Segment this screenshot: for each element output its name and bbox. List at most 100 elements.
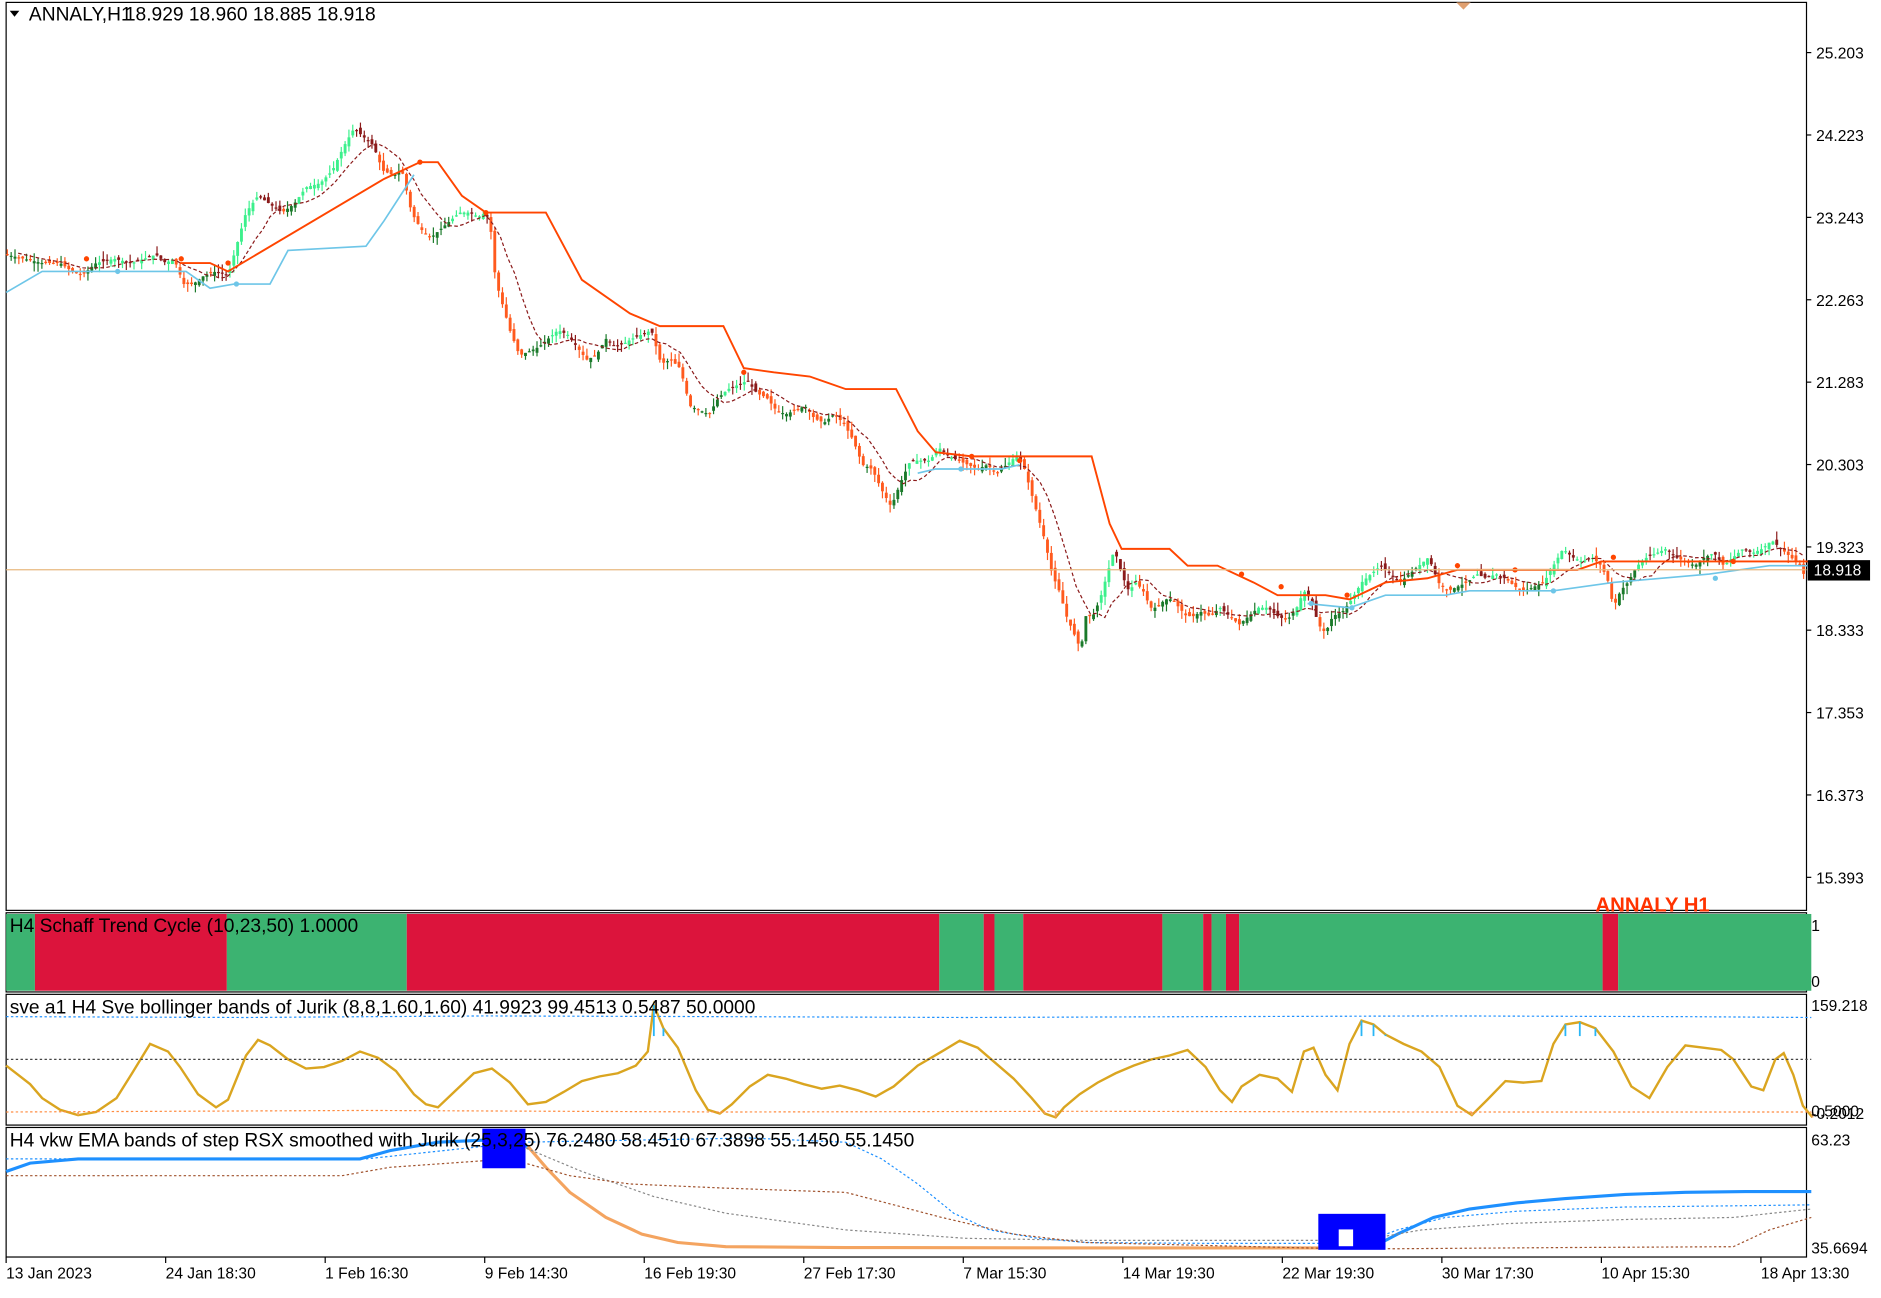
candle-body <box>1422 561 1426 566</box>
vkw-tick-label: 63.23 <box>1811 1132 1850 1149</box>
candle-body <box>1740 549 1744 551</box>
candle-body <box>1333 614 1337 620</box>
candle-body <box>339 151 343 159</box>
candle-body <box>124 261 128 263</box>
candle-body <box>428 236 431 238</box>
candle-body <box>919 460 923 462</box>
candle-body <box>343 144 347 154</box>
trend-state-segment <box>1211 913 1226 991</box>
candle-body <box>1479 571 1483 577</box>
candle-body <box>1725 562 1729 565</box>
candle-body <box>623 342 627 344</box>
candle-body <box>988 465 992 468</box>
candle-body <box>82 271 86 274</box>
candle-body <box>904 471 907 481</box>
x-tick-label: 9 Feb 14:30 <box>485 1266 568 1283</box>
candle-body <box>1468 580 1472 582</box>
candle-body <box>1030 480 1034 496</box>
sve-series-line <box>5 1000 1814 1119</box>
candle-body <box>213 271 217 276</box>
candle-body <box>881 482 884 492</box>
candle-body <box>1387 571 1391 574</box>
candle-body <box>1149 601 1153 608</box>
candle-body <box>1702 557 1706 560</box>
trend-state-segment <box>994 913 1024 991</box>
candle-body <box>493 230 497 273</box>
sve-bollinger-panel[interactable] <box>5 993 1808 1126</box>
signal-dot-red <box>1278 584 1284 590</box>
candle-body <box>55 261 59 264</box>
candle-body <box>155 253 159 256</box>
candle-body <box>297 197 301 204</box>
candle-body <box>1069 619 1072 626</box>
candle-body <box>842 422 846 425</box>
candle-body <box>1640 561 1644 566</box>
resistance-step-line <box>180 161 1812 601</box>
candle-body <box>355 130 359 132</box>
candle-body <box>639 335 643 339</box>
candle-body <box>328 173 332 175</box>
vkw-ema-panel[interactable] <box>5 1126 1808 1258</box>
candle-body <box>996 472 1000 474</box>
candle-body <box>1483 573 1487 578</box>
candle-body <box>1406 575 1410 577</box>
candle-body <box>570 337 573 340</box>
collapse-triangle-icon[interactable] <box>9 10 20 17</box>
candle-body <box>385 168 389 173</box>
candle-body <box>1756 550 1760 554</box>
candle-body <box>531 349 535 352</box>
candle-body <box>44 261 48 264</box>
candle-body <box>240 228 243 242</box>
candle-body <box>255 197 259 200</box>
candle-body <box>1207 612 1211 616</box>
signal-dot-blue <box>1712 575 1718 581</box>
candle-body <box>113 258 117 262</box>
candle-body <box>1042 525 1046 537</box>
candle-body <box>731 386 735 389</box>
x-tick-label: 30 Mar 17:30 <box>1442 1266 1534 1283</box>
candle-body <box>973 464 977 468</box>
candle-body <box>765 394 769 399</box>
candle-body <box>547 338 550 344</box>
candle-body <box>147 256 151 258</box>
candle-body <box>1080 641 1084 647</box>
candle-body <box>923 458 927 461</box>
candle-body <box>1076 631 1080 644</box>
candle-body <box>1452 588 1456 592</box>
candle-body <box>969 463 973 466</box>
y-tick-label: 21.283 <box>1816 375 1864 392</box>
candle-body <box>289 206 293 212</box>
candle-body <box>1314 600 1318 617</box>
candle-body <box>1345 605 1349 613</box>
candle-body <box>270 203 274 206</box>
candle-body <box>9 255 13 257</box>
main-price-panel[interactable] <box>5 1 1808 911</box>
signal-dot-red <box>178 256 184 262</box>
candle-body <box>1664 549 1667 551</box>
candle-body <box>1310 598 1314 604</box>
candle-body <box>1145 591 1149 601</box>
candle-body <box>1625 583 1629 586</box>
candle-body <box>1046 539 1049 553</box>
candle-body <box>293 202 297 208</box>
candle-body <box>263 197 266 201</box>
candle-body <box>1356 587 1360 594</box>
candle-body <box>274 207 278 209</box>
candle-body <box>965 459 969 465</box>
candle-body <box>1571 555 1575 558</box>
candle-body <box>819 416 823 422</box>
candle-body <box>1214 610 1218 616</box>
candle-body <box>1291 612 1295 616</box>
candle-body <box>109 259 113 264</box>
candle-body <box>412 206 416 218</box>
candle-body <box>1284 618 1287 620</box>
candle-body <box>658 344 662 360</box>
y-tick-label: 25.203 <box>1816 46 1864 63</box>
candle-body <box>727 388 731 391</box>
candle-body <box>477 216 481 218</box>
candle-body <box>834 415 838 417</box>
candle-body <box>746 380 750 382</box>
sve-tick-label: 159.218 <box>1811 998 1867 1015</box>
